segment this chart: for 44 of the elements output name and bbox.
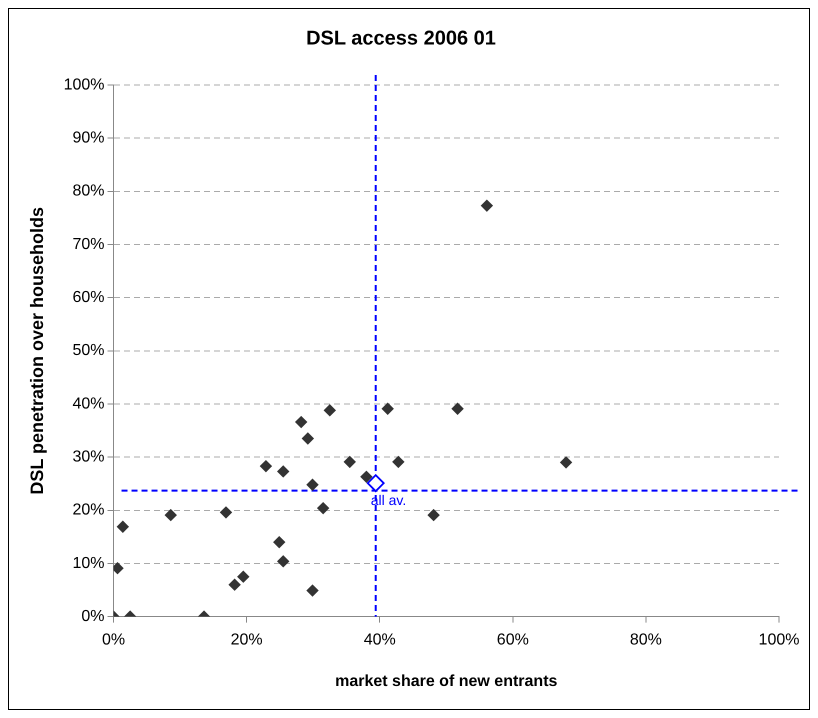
point	[302, 432, 314, 445]
x-tick-label: 100%	[758, 632, 800, 649]
point	[277, 555, 290, 568]
y-tick-label: 70%	[72, 236, 105, 253]
point	[428, 509, 440, 522]
point	[116, 520, 129, 533]
x-tick-label: 40%	[364, 632, 396, 649]
y-tick-label: 10%	[72, 554, 105, 572]
point	[237, 570, 250, 583]
y-tick-label: 30%	[72, 448, 105, 466]
point	[360, 470, 372, 483]
x-tick-label: 0%	[102, 632, 126, 649]
point	[324, 404, 336, 416]
point	[277, 465, 290, 478]
point	[382, 402, 394, 415]
point	[480, 200, 493, 212]
point	[306, 584, 318, 597]
point	[228, 578, 241, 591]
point	[273, 536, 286, 548]
x-tick-label: 20%	[230, 632, 263, 649]
point	[164, 509, 177, 522]
y-tick-label: 60%	[72, 289, 105, 306]
point	[260, 460, 272, 472]
x-axis-title: market share of new entrants	[335, 672, 558, 690]
point	[344, 456, 356, 468]
y-axis-title: DSL penetration over households	[26, 206, 47, 495]
point	[220, 506, 232, 518]
point	[317, 502, 330, 514]
x-tick-label: 60%	[496, 632, 529, 649]
y-tick-label: 90%	[72, 130, 105, 147]
point	[295, 416, 308, 428]
chart-title: DSL access 2006 01	[306, 28, 496, 50]
point	[366, 474, 385, 492]
point	[306, 478, 318, 491]
point	[392, 456, 404, 468]
point	[560, 456, 572, 468]
x-tick-label: 80%	[630, 632, 662, 649]
point	[452, 402, 464, 415]
y-tick-label: 50%	[72, 342, 105, 360]
y-tick-label: 20%	[72, 502, 105, 519]
y-tick-label: 40%	[72, 395, 105, 412]
y-tick-label: 100%	[64, 76, 105, 94]
y-tick-label: 0%	[81, 608, 105, 626]
y-tick-label: 80%	[72, 182, 105, 200]
